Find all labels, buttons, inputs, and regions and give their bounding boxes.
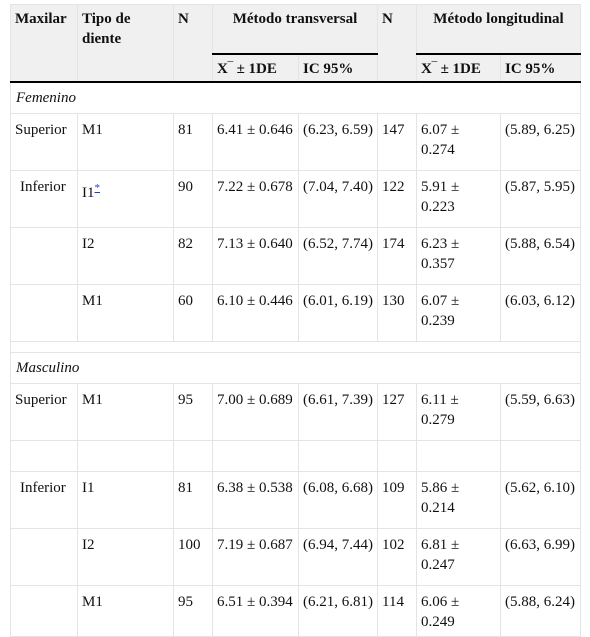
blank-row bbox=[10, 440, 581, 472]
cell-maxilar bbox=[10, 528, 78, 586]
cell-mean-transversal: 6.41 ± 0.646 bbox=[212, 113, 299, 171]
cell-n-longitudinal: 174 bbox=[377, 227, 417, 285]
cell-tipo: I2 bbox=[77, 227, 174, 285]
cell-n-transversal: 95 bbox=[173, 383, 213, 441]
cell-n-longitudinal: 109 bbox=[377, 471, 417, 529]
cell-ci-longitudinal: (5.62, 6.10) bbox=[500, 471, 581, 529]
table-row: Superior M1 81 6.41 ± 0.646 (6.23, 6.59)… bbox=[10, 113, 581, 171]
cell-maxilar: Superior bbox=[10, 383, 78, 441]
table-row: Superior M1 95 7.00 ± 0.689 (6.61, 7.39)… bbox=[10, 383, 581, 441]
table-row: M1 60 6.10 ± 0.446 (6.01, 6.19) 130 6.07… bbox=[10, 284, 581, 342]
cell-ci-transversal: (6.61, 7.39) bbox=[298, 383, 378, 441]
cell-tipo: M1 bbox=[77, 585, 174, 637]
cell-n-transversal: 82 bbox=[173, 227, 213, 285]
cell-mean-longitudinal: 6.07 ± 0.274 bbox=[416, 113, 501, 171]
cell-n-longitudinal: 102 bbox=[377, 528, 417, 586]
cell-n-longitudinal: 130 bbox=[377, 284, 417, 342]
cell-ci-transversal: (6.21, 6.81) bbox=[298, 585, 378, 637]
cell-mean-longitudinal: 6.07 ± 0.239 bbox=[416, 284, 501, 342]
header-n-transversal: N bbox=[173, 4, 213, 83]
cell-maxilar: Superior bbox=[10, 113, 78, 171]
cell-maxilar: Inferior bbox=[10, 471, 78, 529]
cell-n-transversal: 95 bbox=[173, 585, 213, 637]
cell-mean-transversal: 6.10 ± 0.446 bbox=[212, 284, 299, 342]
cell-mean-transversal: 6.38 ± 0.538 bbox=[212, 471, 299, 529]
cell-ci-longitudinal: (5.59, 6.63) bbox=[500, 383, 581, 441]
cell-mean-transversal: 7.19 ± 0.687 bbox=[212, 528, 299, 586]
cell-maxilar: Inferior bbox=[10, 170, 78, 228]
cell-mean-transversal: 7.22 ± 0.678 bbox=[212, 170, 299, 228]
cell-tipo: M1 bbox=[77, 113, 174, 171]
cell-ci-longitudinal: (6.03, 6.12) bbox=[500, 284, 581, 342]
cell-tipo: I2 bbox=[77, 528, 174, 586]
cell-n-longitudinal: 127 bbox=[377, 383, 417, 441]
cell-maxilar bbox=[10, 227, 78, 285]
footnote-link[interactable]: * bbox=[94, 182, 101, 194]
header-mean-sd-longitudinal: X‾ ± 1DE bbox=[416, 53, 501, 83]
cell-ci-transversal: (6.52, 7.74) bbox=[298, 227, 378, 285]
cell-tipo: I1* bbox=[77, 170, 174, 228]
cell-ci-longitudinal: (6.63, 6.99) bbox=[500, 528, 581, 586]
cell-mean-longitudinal: 6.23 ± 0.357 bbox=[416, 227, 501, 285]
cell-ci-transversal: (6.23, 6.59) bbox=[298, 113, 378, 171]
cell-mean-longitudinal: 5.91 ± 0.223 bbox=[416, 170, 501, 228]
section-label-femenino: Femenino bbox=[10, 81, 581, 114]
table-row: M1 95 6.51 ± 0.394 (6.21, 6.81) 114 6.06… bbox=[10, 585, 581, 637]
header-ci-transversal: IC 95% bbox=[298, 53, 378, 83]
cell-maxilar bbox=[10, 585, 78, 637]
table-row: I2 82 7.13 ± 0.640 (6.52, 7.74) 174 6.23… bbox=[10, 227, 581, 285]
cell-mean-longitudinal: 6.11 ± 0.279 bbox=[416, 383, 501, 441]
header-transversal: Método transversal bbox=[212, 4, 378, 55]
cell-n-transversal: 100 bbox=[173, 528, 213, 586]
cell-n-transversal: 81 bbox=[173, 113, 213, 171]
cell-ci-transversal: (6.94, 7.44) bbox=[298, 528, 378, 586]
cell-mean-transversal: 6.51 ± 0.394 bbox=[212, 585, 299, 637]
table-row: Inferior I1 81 6.38 ± 0.538 (6.08, 6.68)… bbox=[10, 471, 581, 529]
cell-ci-transversal: (6.08, 6.68) bbox=[298, 471, 378, 529]
cell-tipo: M1 bbox=[77, 284, 174, 342]
spacer-row bbox=[10, 341, 581, 353]
cell-mean-transversal: 7.13 ± 0.640 bbox=[212, 227, 299, 285]
measurements-table: Maxilar Tipo de diente N Método transver… bbox=[10, 4, 581, 637]
cell-n-transversal: 90 bbox=[173, 170, 213, 228]
header-ci-longitudinal: IC 95% bbox=[500, 53, 581, 83]
cell-n-longitudinal: 122 bbox=[377, 170, 417, 228]
header-n-longitudinal: N bbox=[377, 4, 417, 83]
cell-ci-transversal: (7.04, 7.40) bbox=[298, 170, 378, 228]
cell-mean-longitudinal: 6.81 ± 0.247 bbox=[416, 528, 501, 586]
cell-ci-longitudinal: (5.89, 6.25) bbox=[500, 113, 581, 171]
section-label-masculino: Masculino bbox=[10, 352, 581, 384]
cell-tipo: I1 bbox=[77, 471, 174, 529]
cell-ci-longitudinal: (5.88, 6.24) bbox=[500, 585, 581, 637]
table-row: I2 100 7.19 ± 0.687 (6.94, 7.44) 102 6.8… bbox=[10, 528, 581, 586]
cell-n-longitudinal: 147 bbox=[377, 113, 417, 171]
cell-n-transversal: 81 bbox=[173, 471, 213, 529]
cell-mean-longitudinal: 6.06 ± 0.249 bbox=[416, 585, 501, 637]
header-tipo: Tipo de diente bbox=[77, 4, 174, 83]
cell-ci-longitudinal: (5.88, 6.54) bbox=[500, 227, 581, 285]
cell-mean-transversal: 7.00 ± 0.689 bbox=[212, 383, 299, 441]
cell-mean-longitudinal: 5.86 ± 0.214 bbox=[416, 471, 501, 529]
cell-tipo: M1 bbox=[77, 383, 174, 441]
cell-ci-transversal: (6.01, 6.19) bbox=[298, 284, 378, 342]
header-longitudinal: Método longitudinal bbox=[416, 4, 581, 55]
cell-maxilar bbox=[10, 284, 78, 342]
header-maxilar: Maxilar bbox=[10, 4, 78, 83]
cell-ci-longitudinal: (5.87, 5.95) bbox=[500, 170, 581, 228]
table-row: Inferior I1* 90 7.22 ± 0.678 (7.04, 7.40… bbox=[10, 170, 581, 228]
cell-n-transversal: 60 bbox=[173, 284, 213, 342]
cell-n-longitudinal: 114 bbox=[377, 585, 417, 637]
header-mean-sd-transversal: X‾ ± 1DE bbox=[212, 53, 299, 83]
